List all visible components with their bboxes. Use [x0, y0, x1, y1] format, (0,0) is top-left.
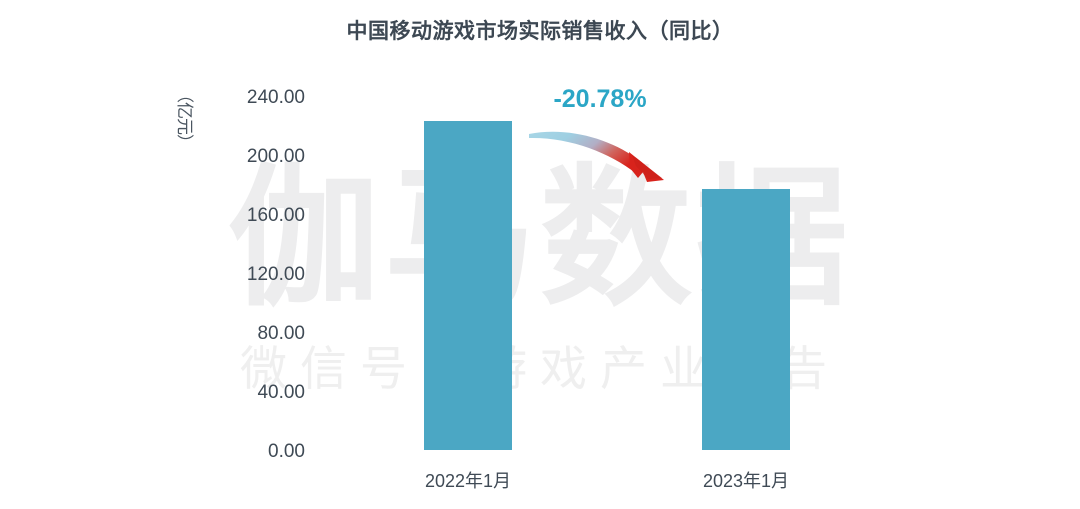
x-label-2023-01: 2023年1月 — [702, 471, 790, 491]
y-tick-160: 160.00 — [246, 205, 305, 226]
decline-arrow-icon — [529, 131, 664, 182]
y-tick-200: 200.00 — [246, 146, 305, 167]
x-label-2022-01: 2022年1月 — [424, 471, 512, 491]
yoy-change-label: -20.78% — [553, 85, 647, 113]
y-tick-0: 0.00 — [268, 441, 305, 462]
y-tick-240: 240.00 — [246, 87, 305, 108]
y-tick-40: 40.00 — [257, 382, 305, 403]
bar-2023-01[interactable] — [702, 189, 790, 450]
y-tick-120: 120.00 — [246, 264, 305, 285]
y-tick-80: 80.00 — [257, 323, 305, 344]
chart-title: 中国移动游戏市场实际销售收入（同比） — [346, 20, 734, 43]
bar-2022-01[interactable] — [424, 121, 512, 450]
